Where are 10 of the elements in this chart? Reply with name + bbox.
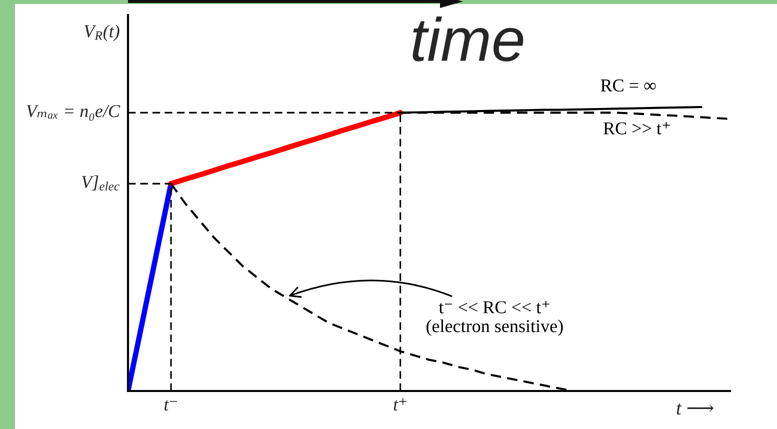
ref-line-label: Vₘₐₓ = n₀e/C xyxy=(26,105,120,121)
x-tick-label: t⁺ xyxy=(394,398,406,411)
series-label: RC >> t⁺ xyxy=(604,122,670,134)
x-tick-label: t⁻ xyxy=(164,400,178,411)
text: time xyxy=(412,16,524,62)
series-label: t⁻ << RC << t⁺ (electron sensitive) xyxy=(426,300,563,336)
y-axis-title: V$_{R}$(t) xyxy=(84,24,120,42)
ref-line-label: V]$_{elec}$ xyxy=(82,175,120,191)
x-axis-title: t ⟶ xyxy=(676,404,714,415)
series-label: RC = ∞ xyxy=(600,79,656,92)
